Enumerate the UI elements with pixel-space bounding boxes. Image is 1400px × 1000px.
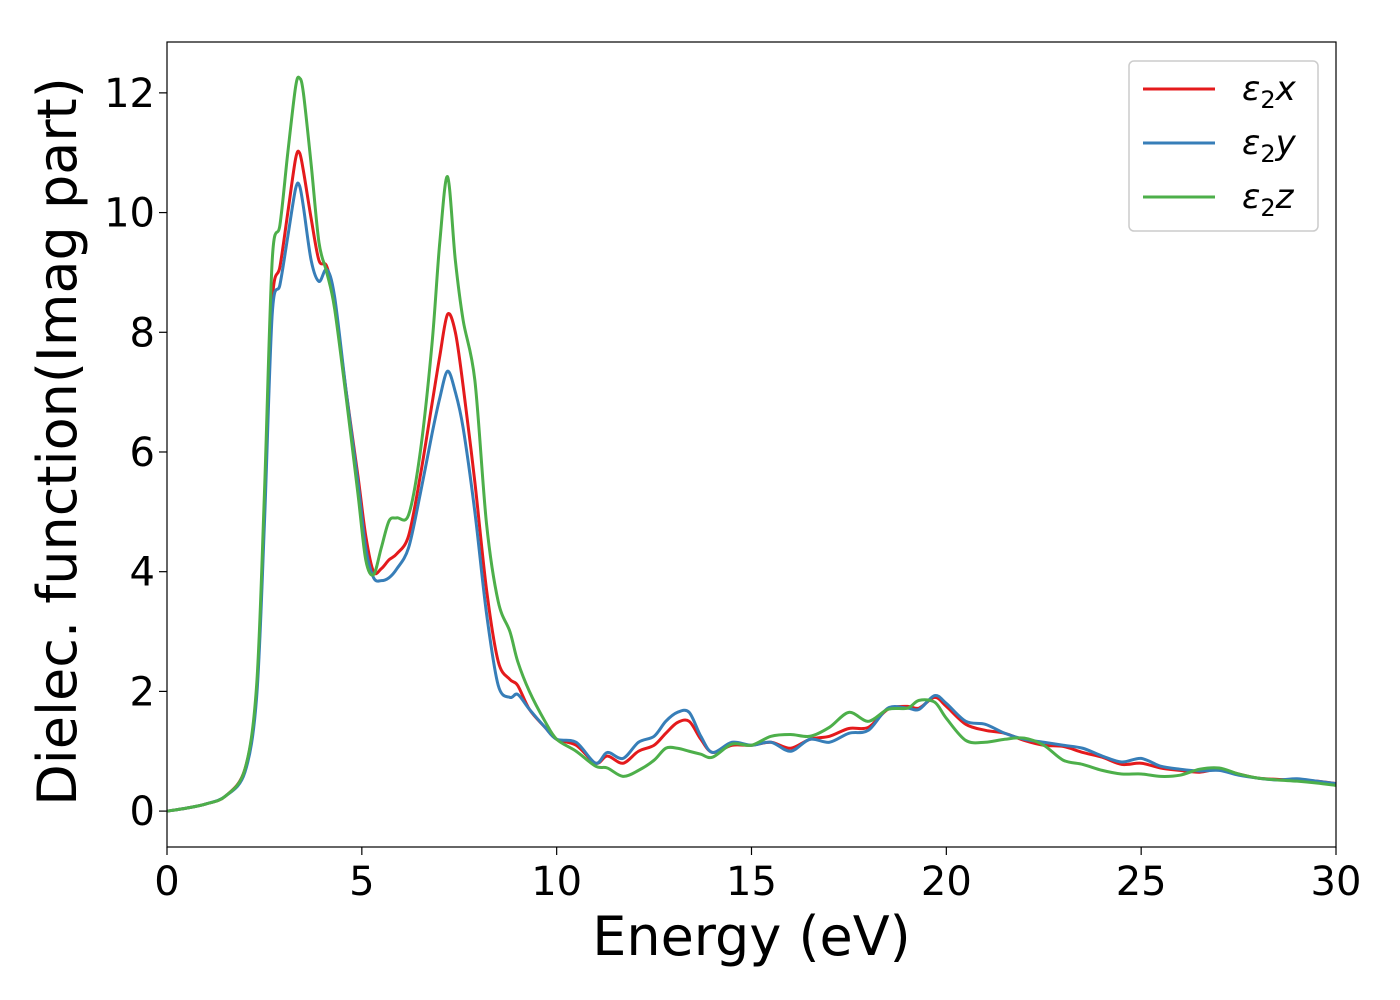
y-tick-label: 6 bbox=[130, 430, 155, 476]
x-tick-label: 30 bbox=[1311, 859, 1362, 905]
x-axis-label: Energy (eV) bbox=[592, 905, 911, 968]
y-tick-label: 10 bbox=[104, 191, 155, 237]
y-axis-label: Dielec. function(Imag part) bbox=[26, 77, 89, 806]
legend: ε2x ε2y ε2z bbox=[1128, 60, 1319, 232]
legend-box bbox=[1128, 60, 1319, 232]
x-tick-label: 10 bbox=[531, 859, 582, 905]
series-line-y bbox=[166, 181, 1337, 813]
x-tick-label: 25 bbox=[1116, 859, 1167, 905]
y-tick-label: 4 bbox=[130, 550, 155, 596]
x-tick-label: 5 bbox=[349, 859, 374, 905]
y-axis: 0 2 4 6 8 10 12 bbox=[104, 71, 167, 835]
legend-label-z: ε2z bbox=[1242, 177, 1295, 222]
x-tick-label: 15 bbox=[726, 859, 777, 905]
x-axis: 0 5 10 15 20 25 30 bbox=[154, 847, 1361, 905]
y-tick-label: 0 bbox=[130, 789, 155, 835]
y-tick-label: 8 bbox=[130, 310, 155, 356]
y-tick-label: 12 bbox=[104, 71, 155, 117]
x-tick-label: 0 bbox=[154, 859, 179, 905]
y-tick-label: 2 bbox=[130, 669, 155, 715]
series-line-z bbox=[166, 75, 1337, 813]
legend-label-y: ε2y bbox=[1242, 123, 1297, 168]
series-layer bbox=[166, 75, 1337, 813]
series-line-x bbox=[166, 149, 1337, 813]
x-tick-label: 20 bbox=[921, 859, 972, 905]
legend-label-x: ε2x bbox=[1242, 69, 1297, 114]
